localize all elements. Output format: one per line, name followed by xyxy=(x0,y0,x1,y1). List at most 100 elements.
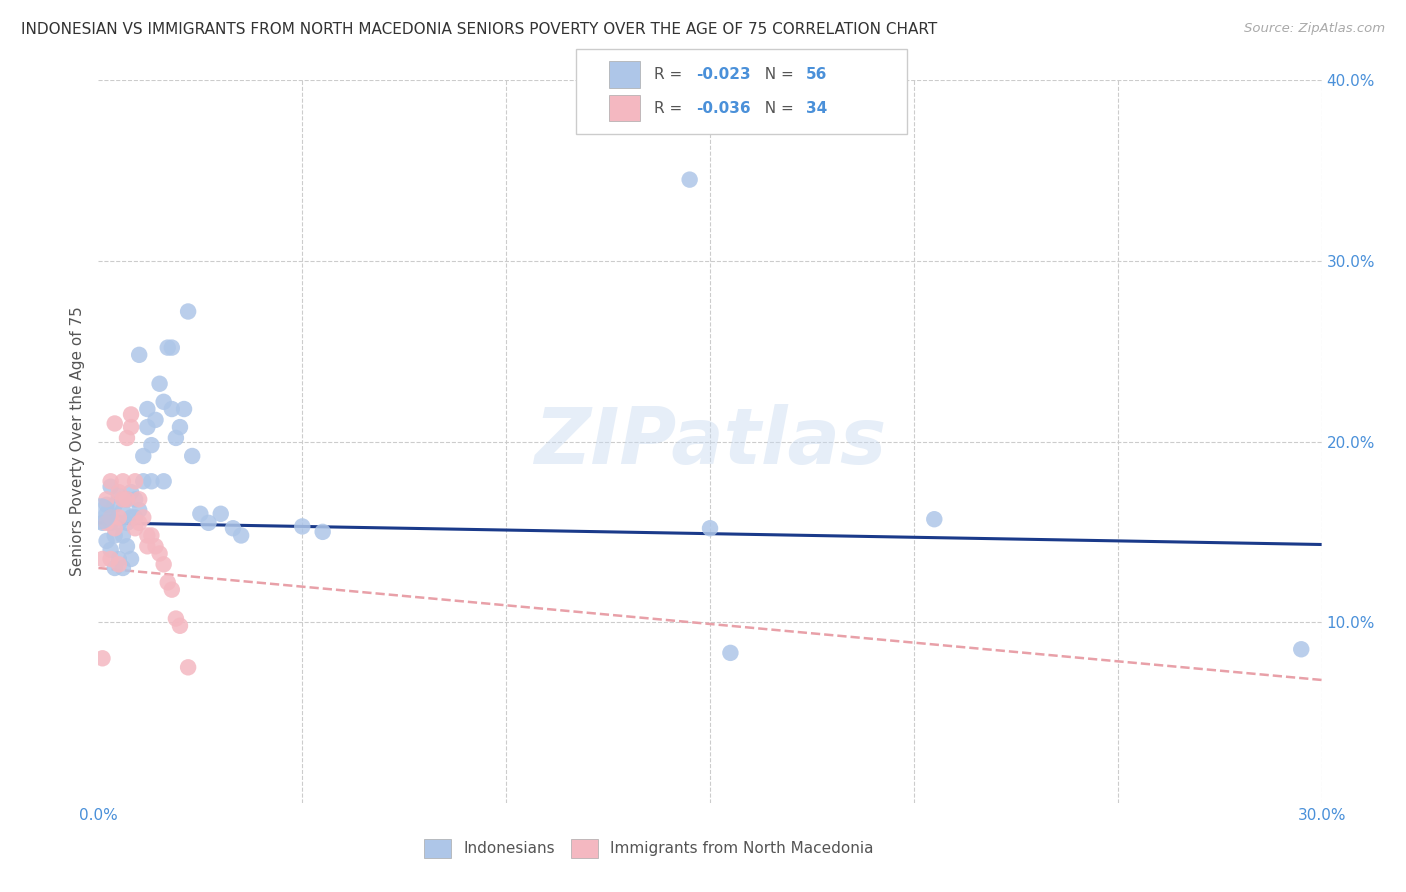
Point xyxy=(100,552,122,566)
Point xyxy=(111,492,134,507)
Text: N =: N = xyxy=(755,67,799,82)
Point xyxy=(108,516,131,530)
Point xyxy=(312,524,335,539)
Point xyxy=(100,542,122,557)
Point xyxy=(100,480,122,494)
Point xyxy=(160,402,183,417)
Point xyxy=(128,503,150,517)
Point xyxy=(128,348,150,362)
Point xyxy=(115,516,138,530)
Point xyxy=(222,521,245,535)
Point xyxy=(108,510,131,524)
Point xyxy=(124,492,146,507)
Text: 56: 56 xyxy=(806,67,827,82)
Text: 34: 34 xyxy=(806,101,827,116)
Point xyxy=(128,492,150,507)
Point xyxy=(177,304,200,318)
Point xyxy=(145,539,167,553)
Point xyxy=(165,431,187,445)
Text: -0.023: -0.023 xyxy=(696,67,751,82)
Point xyxy=(718,646,742,660)
Point xyxy=(111,561,134,575)
Point xyxy=(108,485,131,500)
Point xyxy=(141,475,163,489)
Point xyxy=(108,558,131,572)
Point xyxy=(96,507,118,521)
Point xyxy=(132,449,155,463)
Point xyxy=(141,528,163,542)
Point xyxy=(209,507,232,521)
Point xyxy=(96,492,118,507)
Point xyxy=(96,498,118,512)
Text: Source: ZipAtlas.com: Source: ZipAtlas.com xyxy=(1244,22,1385,36)
Point xyxy=(124,475,146,489)
Point xyxy=(91,552,114,566)
Point xyxy=(177,660,200,674)
Point xyxy=(136,539,159,553)
Point xyxy=(169,420,191,434)
Point xyxy=(922,512,945,526)
Point xyxy=(160,582,183,597)
Point xyxy=(141,438,163,452)
Point xyxy=(156,575,179,590)
Point xyxy=(188,507,212,521)
Point xyxy=(111,528,134,542)
Point xyxy=(100,475,122,489)
Point xyxy=(120,485,142,500)
Point xyxy=(115,492,138,507)
Point xyxy=(136,402,159,417)
Point xyxy=(104,561,127,575)
Point xyxy=(149,547,172,561)
Point xyxy=(231,528,253,542)
Point xyxy=(291,519,314,533)
Point xyxy=(108,489,131,503)
Point xyxy=(169,619,191,633)
Y-axis label: Seniors Poverty Over the Age of 75: Seniors Poverty Over the Age of 75 xyxy=(69,307,84,576)
Point xyxy=(1291,642,1313,657)
Point xyxy=(128,516,150,530)
Point xyxy=(91,651,114,665)
Point xyxy=(132,475,155,489)
Point xyxy=(132,510,155,524)
Point xyxy=(699,521,721,535)
Text: R =: R = xyxy=(654,67,688,82)
Legend: Indonesians, Immigrants from North Macedonia: Indonesians, Immigrants from North Maced… xyxy=(418,833,880,863)
Point xyxy=(149,376,172,391)
Point xyxy=(120,420,142,434)
Point xyxy=(136,528,159,542)
Point xyxy=(89,507,111,521)
Point xyxy=(111,503,134,517)
Point xyxy=(152,394,174,409)
Point xyxy=(104,417,127,431)
Point xyxy=(124,510,146,524)
Point xyxy=(124,521,146,535)
Point xyxy=(108,552,131,566)
Point xyxy=(152,475,174,489)
Point xyxy=(160,341,183,355)
Point xyxy=(100,510,122,524)
Point xyxy=(115,539,138,553)
Point xyxy=(115,492,138,507)
Point xyxy=(104,498,127,512)
Point xyxy=(145,413,167,427)
Text: INDONESIAN VS IMMIGRANTS FROM NORTH MACEDONIA SENIORS POVERTY OVER THE AGE OF 75: INDONESIAN VS IMMIGRANTS FROM NORTH MACE… xyxy=(21,22,938,37)
Point xyxy=(120,408,142,422)
Point xyxy=(679,172,702,186)
Text: N =: N = xyxy=(755,101,799,116)
Point xyxy=(197,516,219,530)
Point xyxy=(120,510,142,524)
Point xyxy=(111,475,134,489)
Point xyxy=(91,516,114,530)
Point xyxy=(100,516,122,530)
Point xyxy=(104,521,127,535)
Point xyxy=(152,558,174,572)
Point xyxy=(115,431,138,445)
Point xyxy=(120,552,142,566)
Point xyxy=(96,516,118,530)
Point xyxy=(96,533,118,548)
Text: -0.036: -0.036 xyxy=(696,101,751,116)
Point xyxy=(104,528,127,542)
Text: R =: R = xyxy=(654,101,688,116)
Point xyxy=(156,341,179,355)
Point xyxy=(165,611,187,625)
